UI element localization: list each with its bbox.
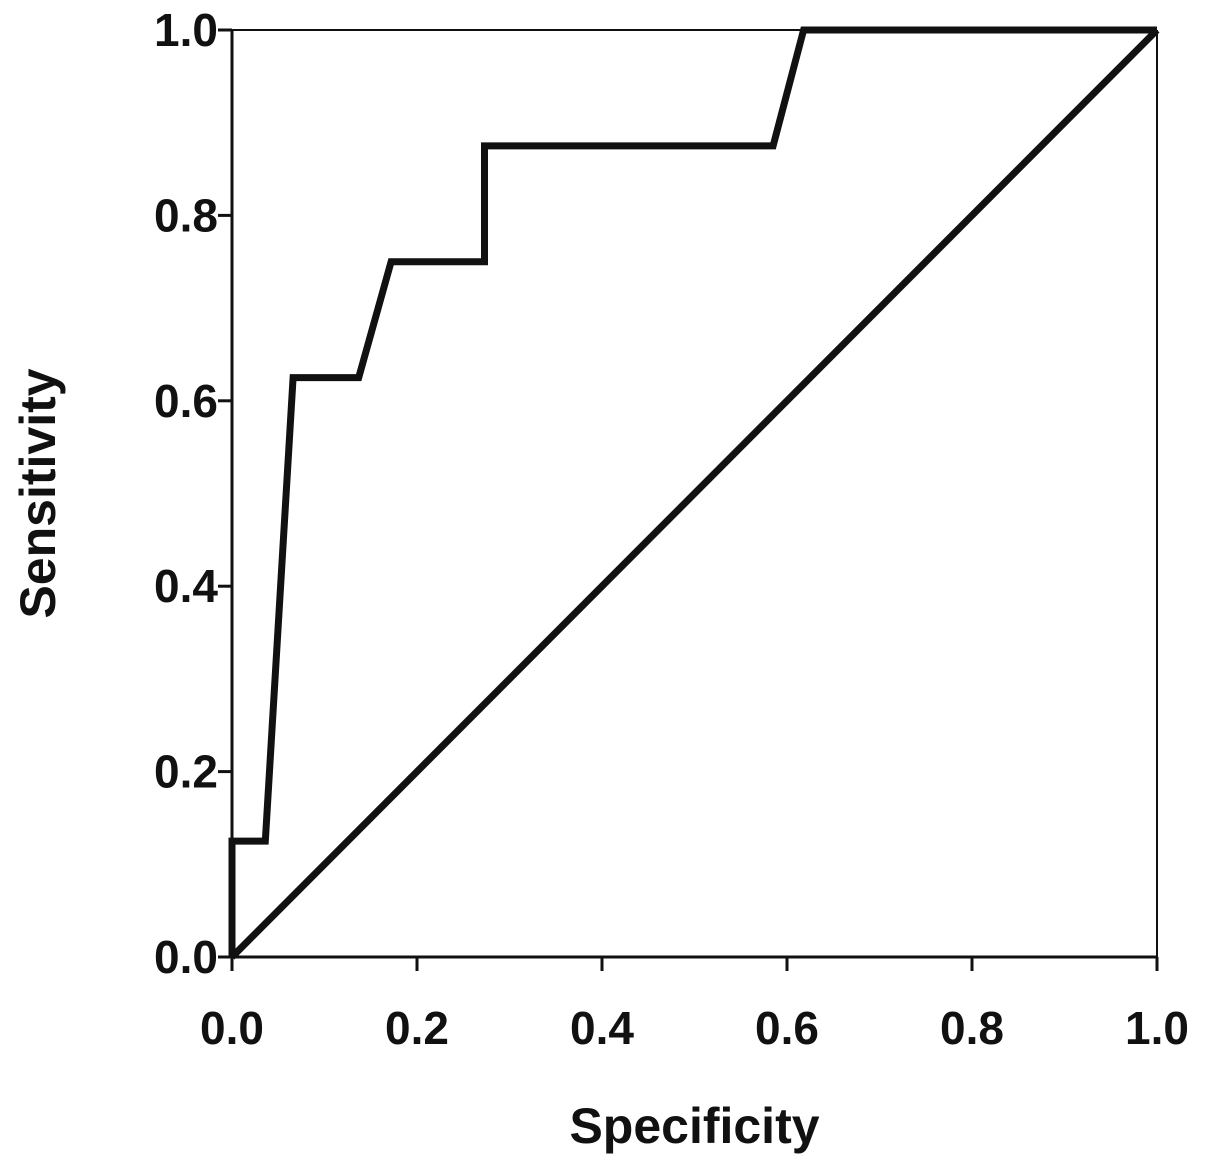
- reference-diagonal-line: [229, 27, 1160, 960]
- x-tick-label: 1.0: [1125, 1002, 1189, 1054]
- y-tick-label: 0.4: [154, 560, 218, 612]
- y-axis-title: Sensitivity: [10, 368, 66, 618]
- x-tick-label: 0.0: [200, 1002, 264, 1054]
- x-ticks-group: 0.0 0.2 0.4 0.6 0.8 1.0: [200, 957, 1189, 1054]
- x-axis-title: Specificity: [569, 1098, 819, 1154]
- y-tick-label: 0.0: [154, 931, 218, 983]
- y-tick-label: 0.2: [154, 746, 218, 798]
- y-tick-label: 0.8: [154, 189, 218, 241]
- y-ticks-group: 0.0 0.2 0.4 0.6 0.8 1.0: [154, 4, 232, 983]
- y-tick-label: 1.0: [154, 4, 218, 56]
- x-tick-label: 0.8: [940, 1002, 1004, 1054]
- series-group: [228, 26, 1160, 960]
- roc-curve-line: [228, 26, 1157, 957]
- y-tick-label: 0.6: [154, 375, 218, 427]
- x-tick-label: 0.2: [385, 1002, 449, 1054]
- x-tick-label: 0.6: [755, 1002, 819, 1054]
- x-tick-label: 0.4: [570, 1002, 634, 1054]
